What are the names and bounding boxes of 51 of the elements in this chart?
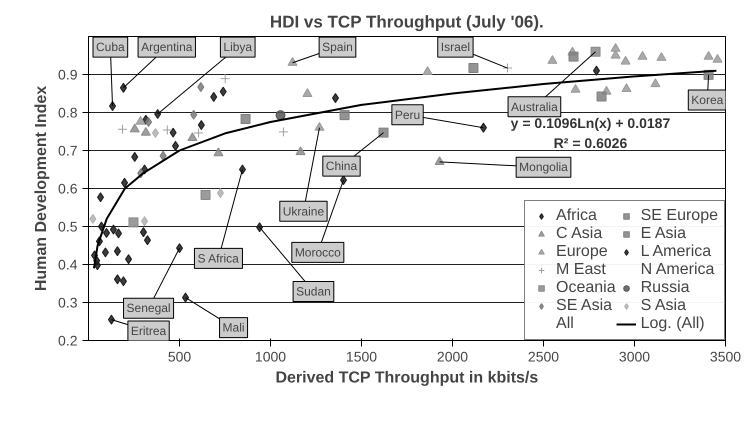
legend-label: S Asia [640, 297, 686, 315]
legend-label: Oceania [556, 279, 616, 297]
annotation: Israel [440, 40, 470, 54]
x-axis-title: Derived TCP Throughput in kbits/s [275, 370, 538, 386]
legend-label: E Asia [640, 225, 686, 243]
annotation: R² = 0.6026 [554, 134, 628, 151]
y-tick-label: 0.9 [58, 66, 78, 82]
annotation: Sudan [296, 284, 331, 298]
annotation: Eritrea [130, 324, 167, 338]
annotation: Ukraine [282, 204, 324, 218]
annotation: Morocco [294, 245, 342, 260]
annotation: Senegal [126, 301, 171, 316]
legend-label: Log. (All) [640, 315, 705, 333]
y-tick-label: 0.6 [58, 180, 78, 196]
annotation: China [326, 159, 358, 174]
chart-title: HDI vs TCP Throughput (July '06). [270, 12, 544, 32]
y-tick-label: 0.2 [58, 332, 78, 348]
legend-label: SE Asia [556, 297, 612, 315]
annotation: S Africa [197, 251, 240, 266]
legend-label: Africa [556, 207, 597, 225]
text: All [556, 315, 575, 333]
x-tick-label: 1500 [346, 348, 378, 364]
y-tick-label: 0.4 [58, 256, 78, 272]
annotation: Libya [223, 40, 252, 54]
legend-label: L America [640, 243, 712, 261]
x-tick-label: 3000 [618, 348, 650, 364]
y-tick-label: 0.3 [58, 294, 78, 310]
annotation: Australia [511, 100, 558, 114]
legend-label: Europe [556, 243, 608, 261]
legend-label: M East [556, 261, 606, 279]
x-tick-label: 2500 [528, 348, 560, 364]
y-tick-label: 0.8 [58, 104, 78, 120]
annotation: Cuba [96, 40, 126, 54]
x-tick-label: 2000 [436, 348, 468, 364]
legend-label: SE Europe [640, 207, 718, 225]
annotation: Argentina [141, 40, 193, 54]
legend-label: Russia [640, 279, 690, 297]
annotation: Spain [322, 40, 353, 54]
x-tick-label: 3500 [710, 348, 742, 364]
annotation: Mongolia [519, 160, 568, 174]
legend-label: N America [640, 261, 714, 279]
y-axis-title: Human Development Index [33, 86, 50, 292]
annotation: Korea [691, 92, 724, 107]
y-tick-label: 0.7 [58, 142, 78, 158]
x-tick-label: 500 [168, 348, 192, 364]
legend-label: C Asia [556, 225, 602, 243]
x-tick-label: 1000 [254, 348, 286, 364]
annotation: y = 0.1096Ln(x) + 0.0187 [510, 114, 670, 131]
annotation: Peru [394, 108, 420, 122]
annotation: Mali [222, 320, 245, 335]
y-tick-label: 0.5 [58, 218, 78, 234]
